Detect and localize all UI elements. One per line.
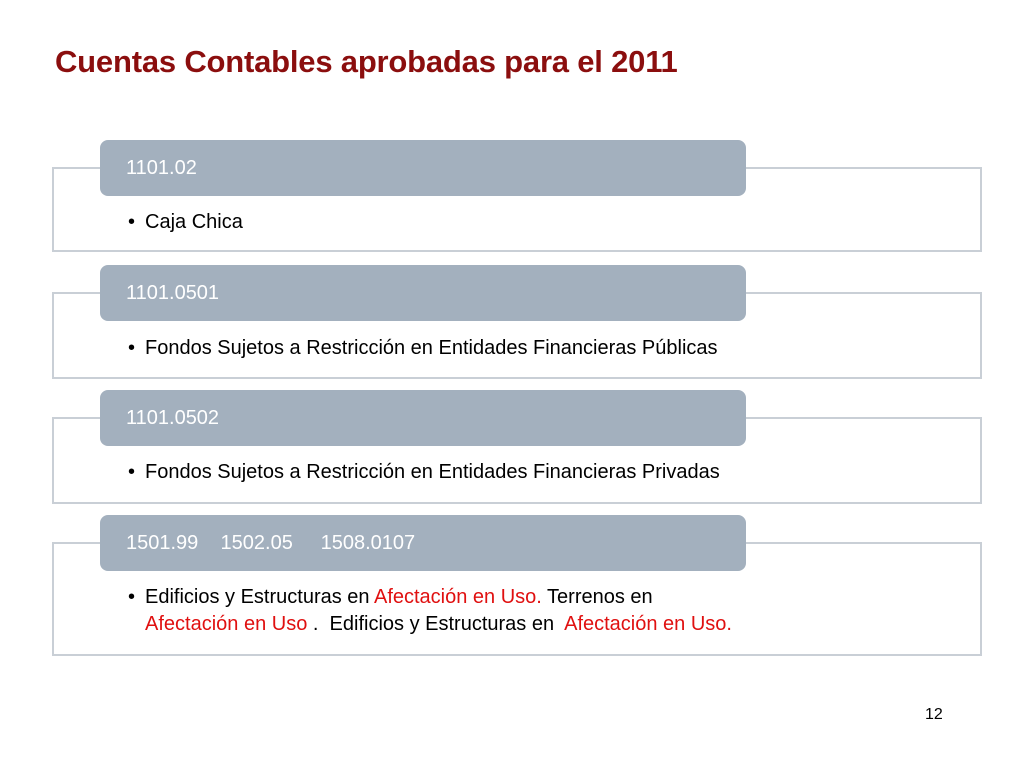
- description-part: . Edificios y Estructuras en: [307, 613, 565, 635]
- account-description-text: Caja Chica: [145, 211, 243, 233]
- account-description: • Caja Chica: [128, 209, 960, 236]
- account-description: • Fondos Sujetos a Restricción en Entida…: [128, 335, 960, 362]
- highlight-text: Afectación en Uso: [145, 613, 308, 635]
- highlight-text: Afectación en Uso.: [373, 586, 542, 608]
- highlight-text: Afectación en Uso.: [564, 613, 732, 635]
- account-description-text: Fondos Sujetos a Restricción en Entidade…: [145, 461, 720, 483]
- account-block-2: 1101.0501 • Fondos Sujetos a Restricción…: [52, 265, 982, 379]
- description-part: Terrenos en: [541, 586, 653, 608]
- account-description: • Edificios y Estructuras en Afectación …: [128, 584, 960, 638]
- bullet-icon: •: [128, 337, 136, 359]
- account-code-header: 1101.0502: [100, 390, 746, 446]
- account-block-1: 1101.02 • Caja Chica: [52, 140, 982, 252]
- account-code-header: 1501.99 1502.05 1508.0107: [100, 515, 746, 571]
- account-code-header: 1101.0501: [100, 265, 746, 321]
- bullet-icon: •: [128, 461, 136, 483]
- account-block-3: 1101.0502 • Fondos Sujetos a Restricción…: [52, 390, 982, 504]
- description-part: Edificios y Estructuras en: [145, 586, 374, 608]
- account-code-header: 1101.02: [100, 140, 746, 196]
- bullet-icon: •: [128, 586, 136, 608]
- bullet-icon: •: [128, 211, 136, 233]
- page-number: 12: [925, 706, 943, 723]
- slide-title: Cuentas Contables aprobadas para el 2011: [55, 44, 678, 79]
- account-description: • Fondos Sujetos a Restricción en Entida…: [128, 459, 960, 486]
- account-description-text: Edificios y Estructuras en Afectación en…: [145, 584, 960, 638]
- account-description-text: Fondos Sujetos a Restricción en Entidade…: [145, 337, 718, 359]
- account-block-4: 1501.99 1502.05 1508.0107 • Edificios y …: [52, 515, 982, 657]
